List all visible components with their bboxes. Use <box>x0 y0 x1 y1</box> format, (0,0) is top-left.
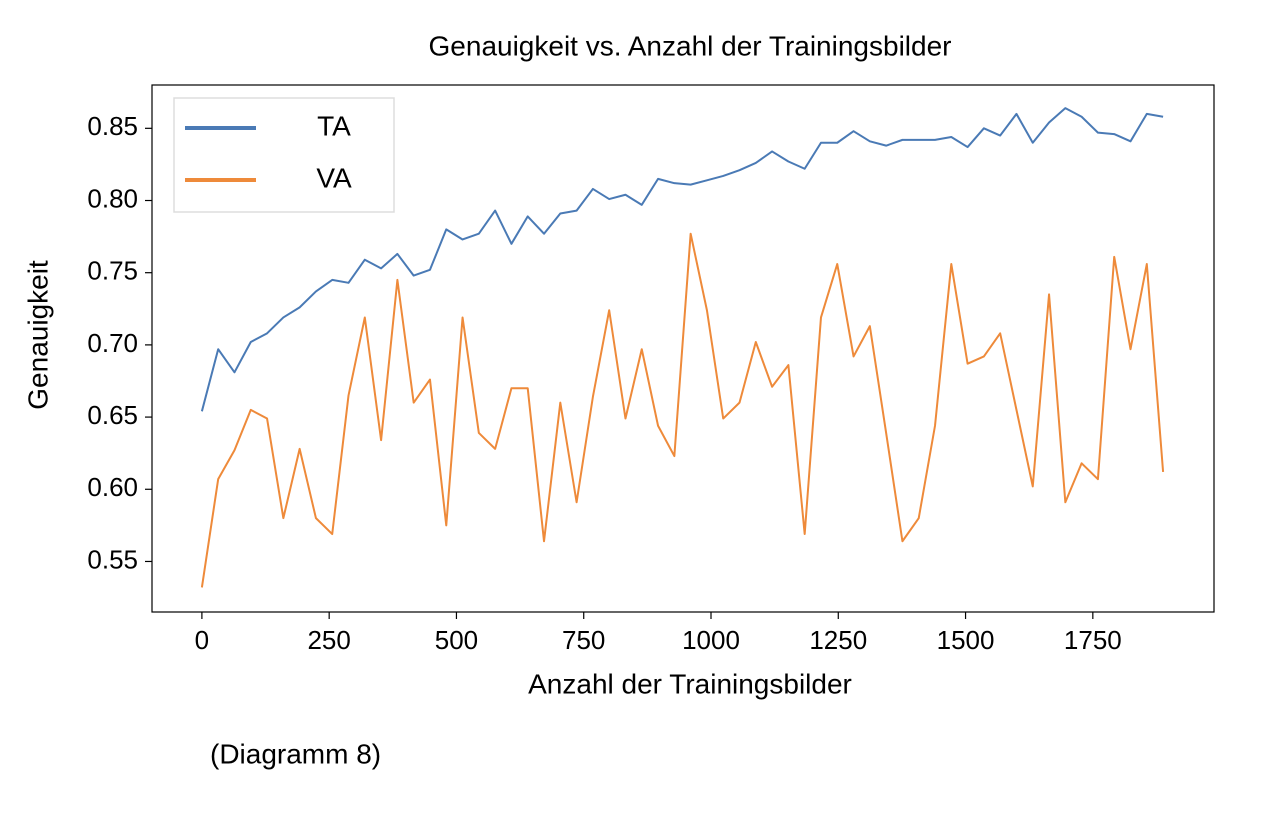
x-tick-label: 250 <box>307 625 350 655</box>
y-tick-label: 0.55 <box>87 544 138 574</box>
plot-frame <box>151 84 1215 613</box>
legend-label: TA <box>317 110 351 141</box>
y-tick-label: 0.80 <box>87 183 138 213</box>
y-axis-label: Genauigkeit <box>22 260 53 410</box>
x-axis-label: Anzahl der Trainingsbilder <box>528 668 852 699</box>
chart-title: Genauigkeit vs. Anzahl der Trainingsbild… <box>429 30 952 61</box>
legend-label: VA <box>316 162 352 193</box>
y-tick-label: 0.75 <box>87 256 138 286</box>
y-tick-label: 0.70 <box>87 328 138 358</box>
y-tick-label: 0.60 <box>87 472 138 502</box>
x-tick-label: 500 <box>435 625 478 655</box>
x-tick-label: 0 <box>195 625 209 655</box>
x-tick-label: 1750 <box>1064 625 1122 655</box>
y-tick-label: 0.65 <box>87 400 138 430</box>
legend-box <box>173 97 395 213</box>
x-tick-label: 1250 <box>809 625 867 655</box>
x-tick-label: 750 <box>562 625 605 655</box>
x-tick-label: 1000 <box>682 625 740 655</box>
caption: (Diagramm 8) <box>210 738 381 769</box>
series-line <box>200 107 1164 412</box>
x-tick-label: 1500 <box>937 625 995 655</box>
series-line <box>200 232 1165 588</box>
y-tick-label: 0.85 <box>87 111 138 141</box>
